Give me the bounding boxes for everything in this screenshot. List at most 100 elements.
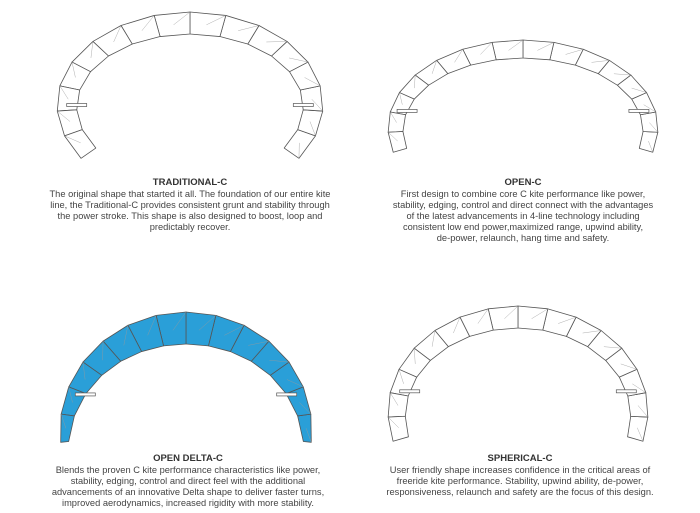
kite-rib bbox=[648, 140, 653, 153]
kite-rib bbox=[71, 62, 76, 78]
kite-rib bbox=[305, 428, 312, 443]
kite-panel bbox=[64, 129, 97, 159]
kite-rib bbox=[269, 360, 290, 363]
kite-rib bbox=[620, 363, 638, 370]
kite-rib bbox=[388, 132, 398, 142]
kite-rib bbox=[266, 41, 288, 43]
kite-rib bbox=[453, 317, 461, 334]
kite-panel bbox=[60, 413, 75, 443]
kite-rib bbox=[57, 110, 71, 122]
kite-rib bbox=[565, 49, 584, 55]
kite-block-open-c: OPEN-C First design to combine core C ki… bbox=[353, 177, 693, 244]
kite-rib bbox=[480, 42, 493, 55]
desc-line: User friendly shape increases confidence… bbox=[389, 464, 651, 475]
kite-rib bbox=[311, 99, 323, 112]
kite-rib bbox=[632, 383, 646, 393]
bridle-tab bbox=[628, 109, 650, 113]
kite-rib bbox=[413, 348, 416, 364]
kite-rib bbox=[637, 427, 644, 442]
desc-line: consistent low end power,maximized range… bbox=[402, 221, 644, 232]
desc-line: predictably recover. bbox=[149, 221, 231, 232]
kite-rib bbox=[414, 75, 416, 89]
kite-rib bbox=[113, 25, 122, 43]
kite-title: OPEN DELTA-C bbox=[153, 453, 223, 464]
kite-rib bbox=[537, 42, 555, 51]
kite-rib bbox=[82, 362, 86, 380]
kite-panel bbox=[153, 11, 191, 37]
bridle-tab bbox=[74, 392, 96, 397]
kite-rib bbox=[206, 15, 226, 26]
desc-line: line, the Traditional-C provides consist… bbox=[50, 199, 330, 210]
kite-rib bbox=[147, 315, 157, 336]
kite-rib bbox=[172, 311, 187, 331]
kite-spherical-c bbox=[387, 305, 649, 442]
desc-line: The original shape that started it all. … bbox=[49, 188, 331, 199]
kite-rib bbox=[454, 49, 463, 63]
kite-open-delta-c bbox=[60, 311, 312, 443]
kite-rib bbox=[388, 416, 399, 428]
kite-rib bbox=[299, 402, 312, 415]
kite-rib bbox=[141, 15, 155, 31]
kite-title: OPEN-C bbox=[504, 177, 542, 188]
kite-block-open-delta-c: OPEN DELTA-C Blends the proven C kite pe… bbox=[18, 453, 358, 509]
kite-rib bbox=[390, 392, 399, 406]
kite-rib bbox=[631, 87, 647, 93]
bridle-tab bbox=[396, 109, 418, 113]
kite-rib bbox=[248, 340, 269, 346]
kite-title: SPHERICAL-C bbox=[487, 453, 553, 464]
desc-line: improved aerodynamics, increased rigidit… bbox=[62, 497, 314, 508]
kite-rib bbox=[431, 330, 436, 347]
desc-line: Blends the proven C kite performance cha… bbox=[55, 464, 321, 475]
kite-rib bbox=[286, 379, 304, 388]
desc-line: the power stroke. This shape is also des… bbox=[57, 210, 323, 221]
kite-rib bbox=[198, 315, 217, 331]
kite-rib bbox=[637, 405, 649, 418]
desc-line: advancements of an innovative Delta shap… bbox=[51, 486, 325, 497]
kite-rib bbox=[390, 111, 397, 123]
kite-description: First design to combine core C kite perf… bbox=[353, 189, 693, 244]
kite-panel bbox=[387, 415, 409, 442]
kite-rib bbox=[399, 92, 403, 105]
kite-rib bbox=[68, 386, 73, 403]
kite-rib bbox=[643, 104, 656, 113]
kite-description: The original shape that started it all. … bbox=[20, 189, 360, 233]
kite-block-traditional-c: TRADITIONAL-C The original shape that st… bbox=[20, 177, 360, 233]
bridle-tab bbox=[66, 103, 88, 107]
kite-rib bbox=[90, 41, 94, 58]
kite-panel bbox=[387, 111, 406, 133]
bridle-tab bbox=[276, 392, 298, 397]
desc-line: de-power, relaunch, hang time and safety… bbox=[436, 232, 610, 243]
desc-line: stability, edging, control and direct fe… bbox=[70, 475, 306, 486]
kite-rib bbox=[591, 60, 610, 63]
kite-rib bbox=[398, 369, 404, 384]
kite-rib bbox=[64, 135, 81, 144]
bridle-tab bbox=[292, 103, 314, 107]
kite-rib bbox=[558, 316, 577, 324]
kite-description: User friendly shape increases confidence… bbox=[350, 465, 690, 498]
kite-rib bbox=[102, 341, 104, 361]
kite-description: Blends the proven C kite performance cha… bbox=[18, 465, 358, 509]
kite-panel bbox=[387, 392, 409, 418]
kite-rib bbox=[613, 73, 631, 76]
kite-rib bbox=[431, 60, 437, 74]
kite-rib bbox=[173, 11, 191, 25]
kite-block-spherical-c: SPHERICAL-C User friendly shape increase… bbox=[350, 453, 690, 498]
kite-rib bbox=[508, 39, 524, 51]
bridle-tab bbox=[615, 389, 637, 394]
kite-rib bbox=[649, 122, 658, 133]
desc-line: freeride kite performance. Stability, up… bbox=[396, 475, 644, 486]
kite-open-c bbox=[387, 39, 659, 153]
kite-rib bbox=[224, 325, 245, 336]
kite-rib bbox=[504, 305, 519, 319]
kite-title: TRADITIONAL-C bbox=[152, 177, 228, 188]
kite-rib bbox=[59, 85, 69, 100]
kite-rib bbox=[304, 77, 321, 87]
kite-panel bbox=[491, 39, 524, 61]
bridle-tab bbox=[399, 389, 421, 394]
kite-rib bbox=[477, 308, 489, 324]
kite-rib bbox=[582, 330, 602, 334]
kite-rib bbox=[531, 308, 548, 319]
kite-panel bbox=[297, 413, 312, 443]
desc-line: First design to combine core C kite perf… bbox=[400, 188, 646, 199]
